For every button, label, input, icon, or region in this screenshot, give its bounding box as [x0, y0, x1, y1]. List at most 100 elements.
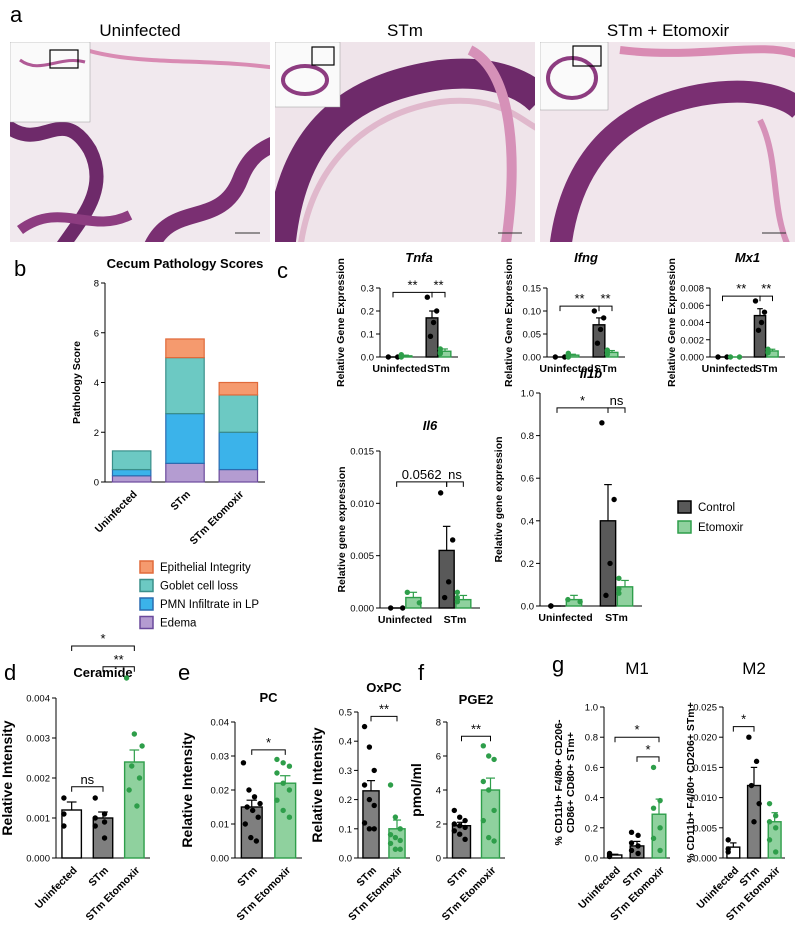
data-point — [449, 537, 456, 543]
chart-title: M1 — [625, 659, 649, 678]
significance-bracket — [251, 749, 286, 755]
bar-segment — [165, 357, 205, 415]
y-tick-label: 0.0 — [585, 854, 598, 865]
x-tick-label: Uninfected — [372, 363, 426, 375]
legend-label: Goblet cell loss — [160, 581, 238, 593]
data-point — [101, 811, 108, 817]
data-point — [392, 846, 399, 852]
data-point — [286, 814, 293, 820]
data-point — [606, 853, 613, 860]
data-point — [480, 778, 487, 785]
data-point — [594, 340, 601, 346]
data-point — [591, 308, 598, 314]
x-tick-label: STm — [755, 363, 778, 375]
bar-segment — [218, 468, 259, 483]
chart-title: PC — [259, 690, 278, 705]
y-tick-label: 0 — [436, 854, 441, 865]
data-point — [597, 326, 604, 333]
significance-label: ns — [610, 393, 624, 408]
data-point — [657, 825, 663, 831]
image-title: STm — [387, 21, 423, 40]
chart-title: M2 — [742, 659, 766, 678]
data-point — [751, 819, 757, 825]
data-point — [755, 327, 762, 333]
data-point — [772, 813, 779, 819]
data-point — [274, 770, 280, 776]
bar-segment — [111, 450, 152, 471]
bar-segment — [111, 468, 152, 477]
significance-bracket — [598, 305, 613, 312]
significance-bracket — [71, 786, 104, 792]
legend-swatch — [139, 560, 154, 574]
y-axis-label: Relative Gene Expression — [666, 258, 678, 387]
y-tick-label: 0.15 — [523, 284, 542, 295]
y-tick-label: 0.006 — [680, 301, 704, 312]
data-point — [565, 596, 571, 603]
data-point — [753, 758, 760, 765]
x-tick-label: Uninfected — [539, 363, 593, 375]
y-tick-label: 0.003 — [26, 734, 50, 745]
legend-label: Edema — [160, 618, 197, 630]
data-point — [604, 351, 611, 357]
data-point — [257, 800, 263, 807]
y-tick-label: 0.10 — [523, 307, 542, 318]
data-point — [101, 835, 108, 841]
data-point — [628, 829, 635, 836]
chart-title: Ceramide — [73, 665, 132, 680]
data-point — [366, 826, 373, 832]
data-point — [286, 763, 293, 769]
chart-title: PGE2 — [459, 692, 494, 707]
data-point — [397, 837, 403, 844]
data-point — [766, 819, 773, 825]
data-point — [746, 734, 752, 740]
y-tick-label: 2 — [436, 820, 441, 831]
y-tick-label: 2 — [94, 428, 99, 439]
data-point — [628, 847, 635, 854]
data-point — [427, 333, 434, 339]
significance-bracket — [431, 291, 446, 298]
y-tick-label: 0.001 — [26, 814, 50, 825]
panel-label: b — [14, 256, 26, 281]
data-point — [727, 354, 734, 360]
legend-swatch — [677, 500, 692, 514]
data-point — [61, 823, 67, 829]
significance-label: ns — [448, 467, 462, 482]
chart-title: Il1b — [580, 366, 602, 381]
data-point — [123, 675, 130, 681]
significance-bracket — [392, 291, 433, 298]
x-tick-label: STm — [86, 864, 111, 889]
data-point — [635, 850, 641, 857]
data-point — [657, 847, 663, 854]
panel-label: d — [4, 660, 16, 685]
data-point — [635, 843, 641, 849]
data-point — [397, 826, 403, 832]
y-axis-label: Relative Intensity — [0, 720, 15, 835]
x-tick-label: Uninfected — [702, 363, 756, 375]
data-point — [628, 840, 635, 846]
y-tick-label: 0.000 — [350, 604, 374, 615]
data-point — [577, 599, 583, 605]
data-point — [240, 760, 247, 766]
y-tick-label: 0.000 — [693, 854, 717, 865]
x-tick-label: STm — [235, 864, 260, 889]
data-point — [650, 764, 657, 771]
y-tick-label: 0.01 — [211, 820, 230, 831]
bar — [61, 809, 83, 859]
panel-label: e — [178, 660, 190, 685]
data-point — [249, 807, 256, 814]
y-tick-label: 0.4 — [521, 516, 534, 527]
panel-label: a — [10, 2, 23, 27]
y-axis-label: Relative gene expression — [336, 466, 348, 592]
significance-bracket — [636, 756, 660, 762]
data-point — [548, 603, 554, 609]
data-point — [361, 723, 368, 730]
data-point — [92, 795, 98, 801]
x-tick-label: Uninfected — [538, 612, 592, 624]
significance-label: ** — [736, 281, 746, 296]
bar-segment — [218, 381, 259, 396]
chart-title: Tnfa — [405, 250, 432, 265]
significance-label: ** — [761, 281, 771, 296]
significance-bracket — [461, 735, 491, 742]
legend-label: Control — [698, 502, 735, 514]
data-point — [565, 350, 572, 357]
